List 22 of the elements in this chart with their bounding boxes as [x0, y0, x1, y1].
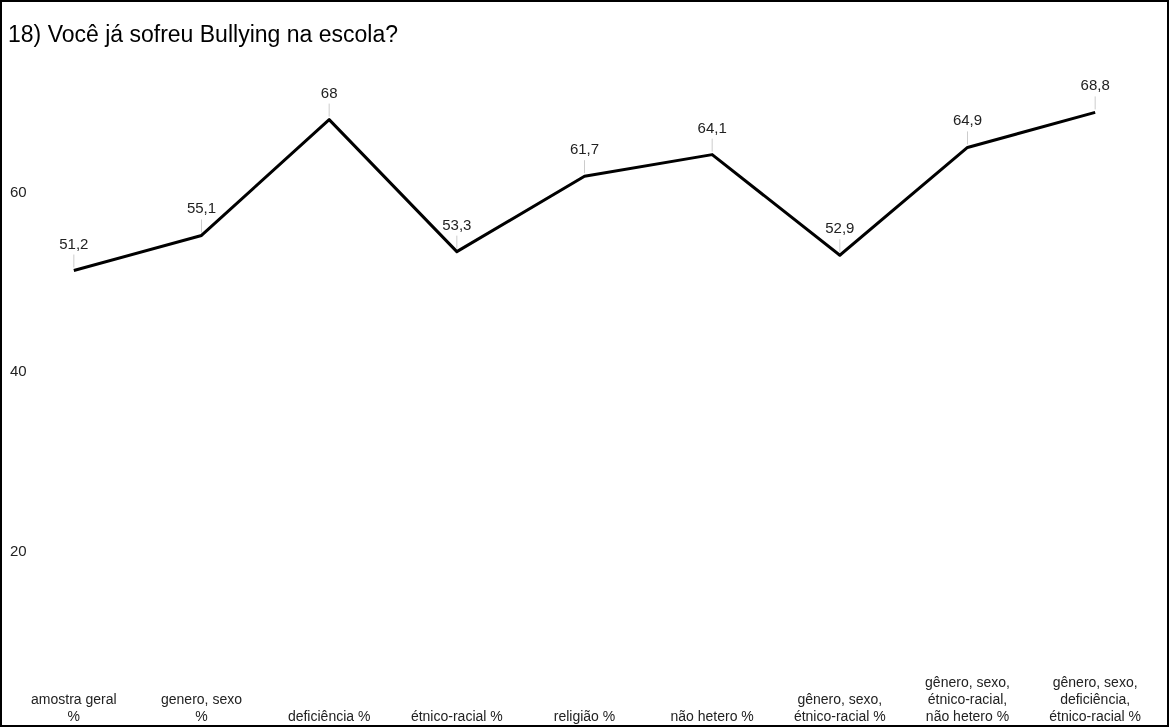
- x-tick-label: amostra geral %: [31, 691, 117, 724]
- x-tick-label: étnico-racial %: [410, 708, 503, 724]
- x-tick-label: gênero, sexo, étnico-racial %: [793, 691, 886, 724]
- data-label: 61,7: [569, 140, 600, 158]
- data-label: 55,1: [186, 199, 217, 217]
- x-tick-label: deficiência %: [287, 708, 371, 724]
- y-tick-label: 40: [10, 362, 27, 380]
- y-tick-label: 60: [10, 182, 27, 200]
- data-label: 51,2: [59, 234, 89, 252]
- data-label: 68,8: [1080, 76, 1110, 94]
- x-tick-label: não hetero %: [670, 708, 754, 724]
- data-label: 64,9: [952, 111, 983, 129]
- y-tick-label: 20: [10, 542, 27, 560]
- text: 18) Você já sofreu Bullying na escola?: [8, 21, 398, 47]
- x-tick-label: gênero, sexo, deficiência, étnico-racial %: [1049, 674, 1142, 724]
- x-tick-label: religião %: [553, 708, 616, 724]
- data-label: 64,1: [697, 118, 727, 136]
- data-label: 52,9: [825, 219, 855, 237]
- data-label: 53,3: [442, 215, 472, 233]
- x-tick-label: gênero, sexo, étnico-racial, não hetero %: [925, 674, 1010, 724]
- x-tick-label: genero, sexo %: [161, 691, 243, 724]
- data-label: 68: [320, 83, 338, 101]
